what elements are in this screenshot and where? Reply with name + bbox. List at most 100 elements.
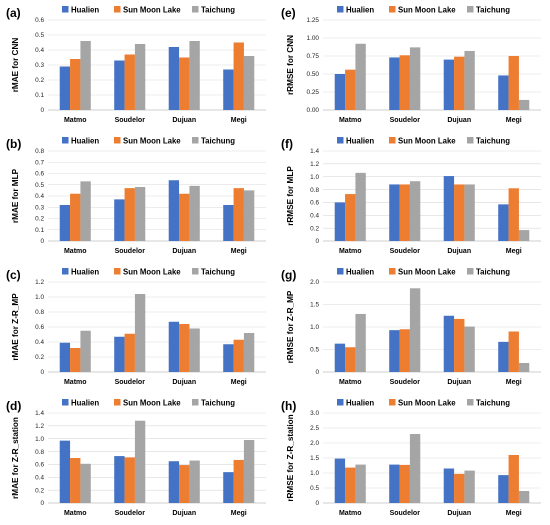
bar-taichung-soudelor bbox=[409, 288, 421, 372]
x-category-label: Matmo bbox=[339, 510, 362, 517]
x-category-label: Matmo bbox=[64, 248, 87, 255]
bar-hualien-soudelor bbox=[389, 184, 400, 241]
legend-swatch-taichung bbox=[467, 399, 474, 406]
bar-sun-moon-lake-matmo bbox=[345, 347, 356, 372]
chart-panel-h: (h) rRMSE for Z-R_station 0 0.5 1.0 1.5 2.0 2.5… bbox=[275, 393, 550, 524]
bar-taichung-matmo bbox=[355, 172, 366, 241]
y-tick-label: 2.0 bbox=[310, 440, 319, 447]
y-tick-label: 0.2 bbox=[35, 354, 44, 361]
legend-label-sun-moon-lake: Sun Moon Lake bbox=[398, 137, 456, 146]
chart-panel-e: (e) rRMSE for CNN 0.00 0.25 0.50 0.75 1.00 1.25… bbox=[275, 0, 550, 131]
y-tick-label: 1.0 bbox=[35, 436, 44, 443]
y-tick-label: 0.5 bbox=[310, 485, 319, 492]
legend-label-sun-moon-lake: Sun Moon Lake bbox=[123, 6, 181, 15]
x-category-label: Soudelor bbox=[390, 510, 421, 517]
y-tick-label: 0.2 bbox=[35, 487, 44, 494]
y-tick-label: 0.5 bbox=[310, 347, 319, 354]
y-axis-title: rRMSE for MLP bbox=[286, 166, 295, 226]
bar-hualien-dujuan bbox=[443, 315, 455, 372]
x-category-label: Matmo bbox=[339, 117, 362, 124]
bar-taichung-soudelor bbox=[134, 294, 146, 372]
legend-label-hualien: Hualien bbox=[346, 399, 374, 408]
legend-label-hualien: Hualien bbox=[346, 137, 374, 146]
legend-swatch-hualien bbox=[62, 137, 69, 144]
x-category-label: Dujuan bbox=[172, 510, 196, 517]
legend-label-sun-moon-lake: Sun Moon Lake bbox=[123, 137, 181, 146]
bar-taichung-megi bbox=[518, 99, 530, 110]
legend-label-taichung: Taichung bbox=[476, 268, 510, 277]
bar-hualien-soudelor bbox=[114, 456, 125, 503]
legend-label-taichung: Taichung bbox=[201, 6, 235, 15]
chart-svg-a: (a) rMAE for CNN 0 0.1 0.2 0.3 0.4 0.5 0.6 Matmo S… bbox=[6, 6, 266, 124]
y-tick-label: 0.5 bbox=[35, 182, 44, 189]
bar-taichung-matmo bbox=[80, 463, 91, 503]
bar-hualien-dujuan bbox=[443, 468, 455, 503]
y-tick-label: 0.1 bbox=[35, 92, 44, 99]
y-tick-label: 0.2 bbox=[310, 225, 319, 232]
legend-swatch-taichung bbox=[192, 137, 199, 144]
legend-label-taichung: Taichung bbox=[476, 6, 510, 15]
bar-taichung-soudelor bbox=[409, 434, 421, 503]
bar-sun-moon-lake-megi bbox=[233, 188, 244, 241]
bar-taichung-soudelor bbox=[409, 181, 421, 241]
legend-swatch-hualien bbox=[337, 6, 344, 13]
bar-taichung-dujuan bbox=[189, 328, 200, 372]
x-category-label: Megi bbox=[506, 379, 522, 386]
y-tick-label: 0.6 bbox=[35, 17, 44, 24]
chart-panel-d: (d) rMAE for Z-R_station 0 0.2 0.4 0.6 0.8 1.0 1… bbox=[0, 393, 275, 524]
legend-swatch-sun-moon-lake bbox=[114, 137, 121, 144]
x-category-label: Matmo bbox=[64, 379, 87, 386]
legend-label-taichung: Taichung bbox=[201, 137, 235, 146]
chart-svg-d: (d) rMAE for Z-R_station 0 0.2 0.4 0.6 0.8 1.0 1… bbox=[6, 399, 266, 517]
x-category-label: Dujuan bbox=[447, 248, 471, 255]
bar-sun-moon-lake-soudelor bbox=[399, 329, 410, 372]
legend-label-hualien: Hualien bbox=[71, 6, 99, 15]
bar-sun-moon-lake-matmo bbox=[345, 69, 356, 110]
bar-taichung-megi bbox=[243, 56, 255, 110]
y-tick-label: 0.8 bbox=[35, 449, 44, 456]
bar-sun-moon-lake-soudelor bbox=[124, 333, 135, 372]
bar-taichung-megi bbox=[243, 190, 255, 241]
legend-label-hualien: Hualien bbox=[71, 137, 99, 146]
x-category-label: Matmo bbox=[64, 510, 87, 517]
bar-taichung-soudelor bbox=[134, 44, 146, 110]
bar-sun-moon-lake-dujuan bbox=[454, 184, 465, 241]
legend-label-sun-moon-lake: Sun Moon Lake bbox=[398, 399, 456, 408]
y-axis-title: rMAE for CNN bbox=[11, 38, 20, 93]
bar-taichung-matmo bbox=[355, 313, 366, 372]
legend-label-taichung: Taichung bbox=[201, 268, 235, 277]
y-tick-label: 1.4 bbox=[310, 148, 319, 155]
x-category-label: Megi bbox=[231, 510, 247, 517]
legend-label-sun-moon-lake: Sun Moon Lake bbox=[123, 268, 181, 277]
bar-taichung-matmo bbox=[80, 181, 91, 241]
legend-swatch-taichung bbox=[192, 268, 199, 275]
bar-sun-moon-lake-megi bbox=[508, 331, 519, 372]
y-tick-label: 0.00 bbox=[307, 107, 320, 114]
y-tick-label: 0.25 bbox=[307, 89, 320, 96]
bar-hualien-megi bbox=[498, 204, 509, 241]
legend-swatch-hualien bbox=[337, 399, 344, 406]
x-category-label: Matmo bbox=[339, 379, 362, 386]
y-tick-label: 1.2 bbox=[35, 423, 44, 430]
bar-hualien-soudelor bbox=[114, 336, 125, 372]
bar-sun-moon-lake-soudelor bbox=[124, 457, 135, 503]
chart-svg-f: (f) rRMSE for MLP 0 0.2 0.4 0.6 0.8 1.0 1.2 1.4 Ma… bbox=[281, 137, 541, 255]
y-tick-label: 0.4 bbox=[310, 212, 319, 219]
y-tick-label: 1.0 bbox=[310, 174, 319, 181]
bar-hualien-megi bbox=[223, 69, 234, 110]
legend-label-hualien: Hualien bbox=[71, 268, 99, 277]
legend-swatch-taichung bbox=[467, 268, 474, 275]
bar-sun-moon-lake-dujuan bbox=[454, 56, 465, 110]
legend-swatch-taichung bbox=[467, 6, 474, 13]
y-tick-label: 0.7 bbox=[35, 159, 44, 166]
bar-taichung-megi bbox=[518, 363, 530, 372]
bar-sun-moon-lake-dujuan bbox=[454, 473, 465, 503]
y-tick-label: 0.2 bbox=[35, 216, 44, 223]
y-tick-label: 0 bbox=[315, 369, 319, 376]
bar-hualien-dujuan bbox=[168, 461, 180, 503]
panel-letter: (b) bbox=[6, 137, 21, 151]
bar-sun-moon-lake-soudelor bbox=[399, 464, 410, 503]
legend-label-taichung: Taichung bbox=[201, 399, 235, 408]
bar-hualien-dujuan bbox=[168, 47, 180, 110]
